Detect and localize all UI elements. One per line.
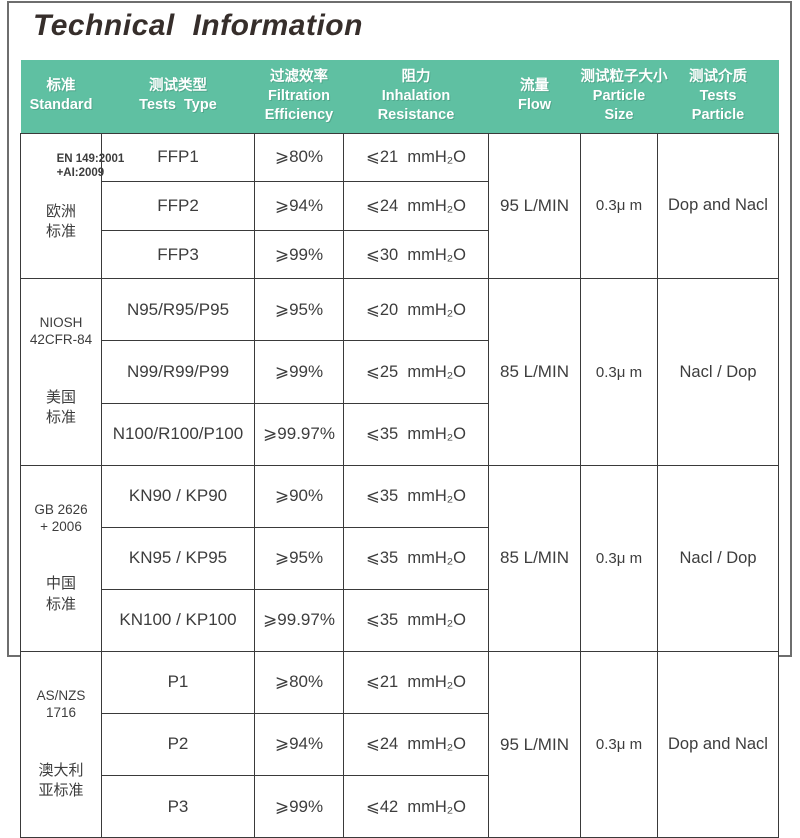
efficiency-cell: ⩾80% (254, 132, 344, 183)
resistance-cell: ⩽35 mmH₂O (343, 526, 489, 590)
table-row: GB 2626 + 2006 中国 标准 KN90 / KP90 ⩾90% ⩽3… (20, 464, 779, 652)
type-cell: P2 (101, 712, 255, 777)
test-media-cell: Dop and Nacl (657, 650, 779, 838)
header-inhalation-resistance: 阻力 Inhalation Resistance (343, 60, 489, 133)
type-cell: KN90 / KP90 (101, 464, 255, 528)
test-media-cell: Dop and Nacl (657, 132, 779, 280)
resistance-cell: ⩽42 mmH₂O (343, 775, 489, 838)
table-header: 标准 Standard 测试类型 Tests Type 过滤效率 Filtrat… (20, 60, 779, 133)
flow-cell: 85 L/MIN (488, 278, 581, 466)
table-row: N100/R100/P100 ⩾99.97% ⩽35 mmH₂O (21, 402, 779, 466)
header-tests-particle: 测试介质 Tests Particle (657, 60, 779, 133)
efficiency-cell: ⩾94% (254, 712, 344, 777)
resistance-cell: ⩽35 mmH₂O (343, 588, 489, 652)
test-media-cell: Nacl / Dop (657, 278, 779, 466)
efficiency-cell: ⩾95% (254, 526, 344, 590)
efficiency-cell: ⩾99% (254, 340, 344, 404)
type-cell: P3 (101, 775, 255, 838)
type-cell: FFP1 (101, 132, 255, 183)
efficiency-cell: ⩾95% (254, 278, 344, 342)
table-row: NIOSH 42CFR-84 美国 标准 N95/R95/P95 ⩾95% ⩽2… (20, 278, 779, 466)
test-media-cell: Nacl / Dop (657, 464, 779, 652)
particle-size-cell: 0.3μ m (580, 464, 658, 652)
resistance-cell: ⩽35 mmH₂O (343, 464, 489, 528)
resistance-cell: ⩽25 mmH₂O (343, 340, 489, 404)
efficiency-cell: ⩾99.97% (254, 402, 344, 466)
type-cell: KN100 / KP100 (101, 588, 255, 652)
table-row: KN95 / KP95 ⩾95% ⩽35 mmH₂O (21, 526, 779, 590)
standard-cell-gb2626: GB 2626 + 2006 中国 标准 (20, 464, 102, 652)
efficiency-cell: ⩾99.97% (254, 588, 344, 652)
type-cell: P1 (101, 650, 255, 714)
resistance-cell: ⩽20 mmH₂O (343, 278, 489, 342)
efficiency-cell: ⩾80% (254, 650, 344, 714)
type-cell: KN95 / KP95 (101, 526, 255, 590)
flow-cell: 85 L/MIN (488, 464, 581, 652)
standard-code: GB 2626 + 2006 (34, 501, 88, 534)
standard-name: 澳大利 亚标准 (38, 761, 84, 799)
resistance-cell: ⩽30 mmH₂O (343, 229, 489, 280)
particle-size-cell: 0.3μ m (580, 650, 658, 838)
standard-cell-asnzs: AS/NZS 1716 澳大利 亚标准 (20, 650, 102, 838)
table-row: KN100 / KP100 ⩾99.97% ⩽35 mmH₂O (21, 588, 779, 652)
table-row: EN 149:2001 +AI:2009 欧洲 标准 FFP1 ⩾80% ⩽21… (20, 132, 779, 280)
efficiency-cell: ⩾90% (254, 464, 344, 528)
standard-cell-en149: EN 149:2001 +AI:2009 欧洲 标准 (20, 132, 124, 280)
type-cell: N100/R100/P100 (101, 402, 255, 466)
header-flow: 流量 Flow (488, 60, 581, 133)
type-cell: N95/R95/P95 (101, 278, 255, 342)
flow-cell: 95 L/MIN (488, 132, 581, 280)
table-row: FFP2 ⩾94% ⩽24 mmH₂O (21, 181, 779, 231)
page-title: Technical Information (33, 9, 363, 42)
table-body: EN 149:2001 +AI:2009 欧洲 标准 FFP1 ⩾80% ⩽21… (20, 132, 779, 838)
particle-size-cell: 0.3μ m (580, 278, 658, 466)
type-cell: N99/R99/P99 (101, 340, 255, 404)
standard-code: NIOSH 42CFR-84 (29, 315, 93, 348)
flow-cell: 95 L/MIN (488, 650, 581, 838)
technical-table: 标准 Standard 测试类型 Tests Type 过滤效率 Filtrat… (20, 60, 779, 838)
particle-size-cell: 0.3μ m (580, 132, 658, 280)
resistance-cell: ⩽35 mmH₂O (343, 402, 489, 466)
resistance-cell: ⩽21 mmH₂O (343, 132, 489, 183)
table-row: AS/NZS 1716 澳大利 亚标准 P1 ⩾80% ⩽21 mmH₂O 95… (20, 650, 779, 838)
resistance-cell: ⩽24 mmH₂O (343, 712, 489, 777)
header-filtration-efficiency: 过滤效率 Filtration Efficiency (254, 60, 344, 133)
resistance-cell: ⩽24 mmH₂O (343, 181, 489, 231)
header-row: 标准 Standard 测试类型 Tests Type 过滤效率 Filtrat… (20, 60, 779, 133)
standard-name: 中国 标准 (45, 575, 76, 613)
standard-cell-niosh: NIOSH 42CFR-84 美国 标准 (20, 278, 102, 466)
type-cell: FFP3 (101, 229, 255, 280)
header-particle-size: 测试粒子大小 Particle Size (580, 60, 668, 133)
resistance-cell: ⩽21 mmH₂O (343, 650, 489, 714)
type-cell: FFP2 (101, 181, 255, 231)
standard-name: 欧洲 标准 (45, 202, 76, 241)
efficiency-cell: ⩾99% (254, 229, 344, 280)
header-standard: 标准 Standard (20, 60, 102, 133)
standard-code: AS/NZS 1716 (36, 687, 86, 720)
efficiency-cell: ⩾94% (254, 181, 344, 231)
standard-name: 美国 标准 (45, 389, 76, 427)
standard-code: EN 149:2001 +AI:2009 (56, 152, 125, 179)
table-row: FFP3 ⩾99% ⩽30 mmH₂O (21, 229, 779, 280)
header-tests-type: 测试类型 Tests Type (101, 60, 255, 133)
efficiency-cell: ⩾99% (254, 775, 344, 838)
